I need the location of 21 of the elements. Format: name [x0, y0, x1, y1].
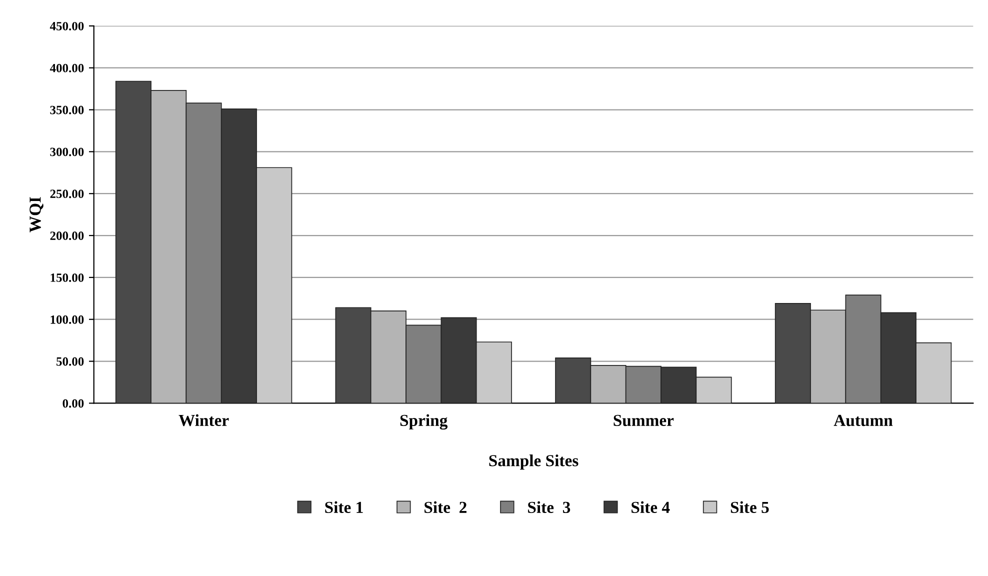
legend-label: Site 4 — [632, 501, 670, 514]
y-axis-title: WQI — [30, 197, 44, 232]
x-tick-label: Autumn — [834, 414, 893, 426]
y-tick-label: 150.00 — [50, 273, 84, 282]
x-tick-label: Spring — [400, 414, 448, 430]
legend-label: Site 2 — [424, 501, 466, 514]
y-tick-label: 300.00 — [50, 148, 84, 156]
y-tick-label: 0.00 — [62, 399, 84, 408]
y-tick-label: 450.00 — [50, 22, 84, 30]
y-tick-label: 100.00 — [50, 315, 84, 324]
legend-label: Site 3 — [528, 501, 570, 514]
y-tick-label: 250.00 — [50, 190, 84, 198]
y-tick-label: 350.00 — [50, 106, 84, 114]
x-tick-label: Winter — [178, 414, 229, 426]
legend-label: Site 1 — [325, 501, 363, 514]
x-tick-label: Summer — [614, 414, 674, 426]
legend-label: Site 5 — [730, 501, 769, 514]
y-tick-label: 200.00 — [50, 232, 84, 240]
y-tick-label: 400.00 — [50, 64, 84, 72]
x-axis-title: Sample Sites — [489, 454, 578, 470]
y-tick-label: 50.00 — [56, 357, 84, 366]
